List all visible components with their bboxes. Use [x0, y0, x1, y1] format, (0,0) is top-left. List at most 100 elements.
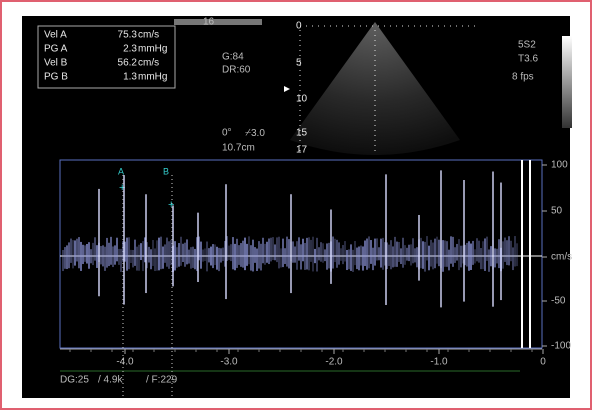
spectrum-band: [214, 244, 216, 265]
spectrum-band: [96, 245, 98, 268]
spectrum-band: [182, 244, 184, 262]
spectrum-band: [284, 248, 286, 264]
spectrum-band: [150, 249, 152, 269]
spectrum-band: [406, 248, 408, 261]
spectrum-band: [412, 238, 414, 263]
depth-label: 5: [296, 58, 302, 69]
spectrum-band: [260, 244, 262, 271]
spectrum-band: [324, 249, 326, 261]
spectrum-spike: [145, 194, 147, 293]
spectrum-band: [138, 245, 140, 271]
time-tick-label: -4.0: [116, 357, 134, 368]
probe: 5S2: [518, 40, 536, 51]
spectrum-band: [200, 242, 202, 269]
spectrum-band: [72, 240, 74, 268]
spectrum-spike: [500, 183, 502, 301]
spectrum-band: [356, 248, 358, 269]
spectrum-band: [64, 247, 66, 269]
spectrum-band: [310, 240, 312, 262]
spectrum-band: [414, 248, 416, 262]
spectrum-band: [218, 248, 220, 271]
spectrum-band: [488, 249, 490, 271]
spectrum-band: [486, 237, 488, 261]
velocity-tick-label: 50: [551, 206, 563, 217]
spectrum-band: [148, 247, 150, 263]
spectrum-band: [344, 241, 346, 261]
measurement-unit: cm/s: [138, 30, 159, 41]
spectrum-band: [92, 243, 94, 265]
thermal-index: T3.6: [518, 54, 538, 65]
spectrum-band: [202, 249, 204, 261]
spectrum-band: [458, 239, 460, 270]
spectrum-band: [452, 237, 454, 267]
spectrum-band: [358, 247, 360, 271]
spectrum-band: [436, 237, 438, 264]
spectrum-spike: [197, 213, 199, 282]
spectrum-band: [164, 244, 166, 262]
spectrum-band: [446, 241, 448, 267]
gray-map: [562, 36, 572, 128]
measurement-label: PG B: [44, 72, 68, 83]
spectrum-spike: [172, 205, 174, 286]
measurement-value: 1.3: [123, 72, 137, 83]
spectrum-band: [242, 241, 244, 268]
spectrum-band: [308, 237, 310, 270]
spectrum-band: [350, 244, 352, 271]
time-tick-label: -3.0: [220, 357, 238, 368]
spectrum-band: [402, 238, 404, 268]
frame-number: 16: [203, 17, 215, 28]
page: {"measurements":[ {"label":"Vel A","valu…: [0, 0, 592, 410]
steer: ⌿3.0: [245, 128, 265, 139]
spectrum-band: [470, 244, 472, 270]
spectrum-band: [180, 237, 182, 266]
spectrum-band: [68, 242, 70, 268]
spectrum-band: [516, 243, 518, 266]
spectrum-band: [128, 237, 130, 269]
spectrum-band: [380, 239, 382, 268]
spectrum-band: [318, 247, 320, 260]
spectrum-band: [176, 247, 178, 268]
spectrum-band: [256, 249, 258, 271]
steer-value: 3.0: [251, 128, 265, 139]
spectrum-spike: [98, 189, 100, 296]
spectrum-band: [508, 236, 510, 265]
time-tick-label: -1.0: [430, 357, 448, 368]
spectrum-band: [430, 240, 432, 267]
time-tick-label: -2.0: [325, 357, 343, 368]
spectrum-band: [298, 237, 300, 260]
spectrum-spike: [418, 215, 420, 281]
spectrum-band: [140, 243, 142, 260]
spectrum-band: [252, 240, 254, 272]
velocity-tick-label: -100: [551, 341, 571, 352]
spectrum-band: [278, 237, 280, 269]
depth-label: 0: [296, 21, 302, 32]
spectrum-band: [74, 240, 76, 265]
depth: 10.7cm: [222, 143, 255, 154]
spectrum-band: [388, 245, 390, 266]
spectrum-band: [420, 238, 422, 268]
spectrum-band: [276, 237, 278, 262]
spectrum-band: [294, 246, 296, 262]
spectrum-band: [62, 250, 64, 271]
spectrum-band: [460, 246, 462, 268]
spectrum-band: [90, 249, 92, 263]
spectrum-band: [424, 242, 426, 272]
spectrum-band: [216, 247, 218, 270]
spectrum-band: [222, 248, 224, 261]
spectrum-band: [392, 246, 394, 267]
spectrum-band: [170, 240, 172, 265]
measurement-unit: mmHg: [138, 44, 167, 55]
spectrum-band: [114, 245, 116, 264]
velocity-tick-label: 100: [551, 160, 568, 171]
spectrum-band: [304, 243, 306, 270]
spectrum-band: [254, 247, 256, 263]
spectrum-band: [186, 239, 188, 264]
spectrum-band: [314, 249, 316, 263]
spectrum-band: [502, 241, 504, 268]
spectrum-spike: [492, 172, 494, 307]
spectrum-band: [332, 237, 334, 269]
spectrum-band: [456, 244, 458, 261]
angle: 0°: [222, 128, 232, 139]
spectrum-band: [268, 238, 270, 264]
spectrum-band: [80, 242, 82, 271]
